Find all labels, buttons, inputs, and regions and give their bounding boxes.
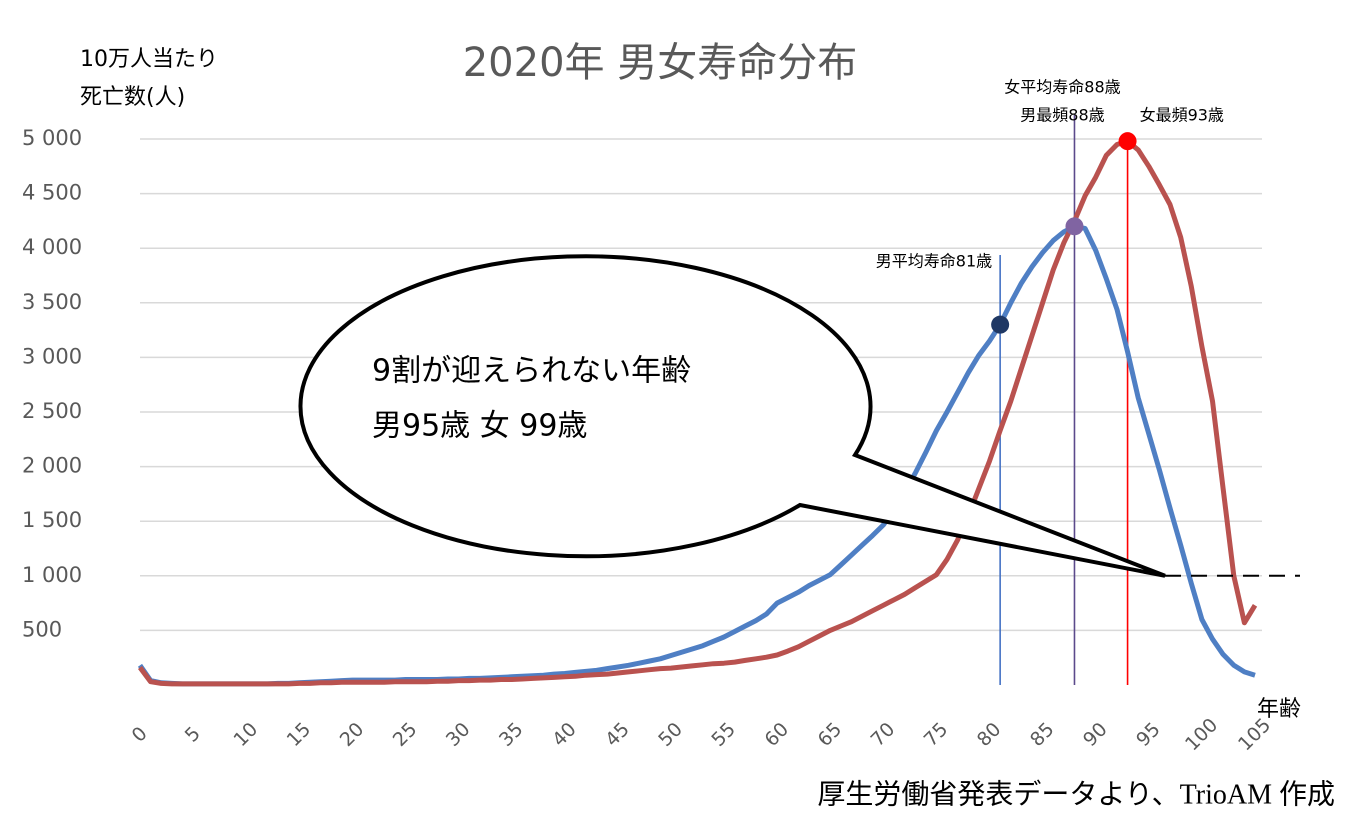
marker-label: 女最頻93歳	[1140, 106, 1224, 125]
x-tick-label: 25	[389, 718, 422, 751]
marker-point	[1065, 217, 1084, 236]
chart-title: 2020年 男女寿命分布	[463, 40, 858, 86]
y-tick-label: 4 000	[22, 235, 82, 259]
x-tick-label: 95	[1132, 718, 1165, 751]
x-tick-label: 65	[814, 718, 847, 751]
x-tick-label: 15	[283, 718, 316, 751]
y-axis-label: 死亡数(人)	[80, 85, 185, 110]
x-tick-label: 60	[760, 718, 793, 751]
callout-bubble	[298, 254, 1166, 578]
x-tick-label: 50	[654, 718, 687, 751]
x-axis-label: 年齢	[1257, 697, 1301, 722]
y-tick-label: 500	[22, 617, 62, 641]
y-tick-label: 2 000	[22, 454, 82, 478]
marker-point	[991, 315, 1010, 334]
source-note: 厚生労働省発表データより、TrioAM 作成	[817, 778, 1335, 810]
x-tick-label: 20	[336, 718, 369, 751]
y-tick-label: 3 000	[22, 344, 82, 368]
x-tick-label: 55	[707, 718, 740, 751]
marker-label: 男最頻88歳	[1020, 106, 1104, 125]
y-axis-label: 10万人当たり	[80, 47, 218, 72]
y-tick-label: 1 500	[22, 508, 82, 532]
x-tick-label: 70	[867, 718, 900, 751]
x-tick-label: 5	[181, 723, 205, 747]
x-tick-label: 80	[973, 718, 1006, 751]
callout-text: 男95歳 女 99歳	[372, 409, 587, 444]
marker-point	[1118, 132, 1137, 151]
x-tick-label: 75	[920, 718, 953, 751]
x-tick-label: 30	[442, 718, 475, 751]
y-tick-label: 1 000	[22, 563, 82, 587]
x-tick-label: 35	[495, 718, 528, 751]
y-tick-label: 2 500	[22, 399, 82, 423]
x-tick-label: 10	[230, 718, 263, 751]
y-tick-label: 3 500	[22, 290, 82, 314]
x-tick-label: 40	[548, 718, 581, 751]
x-tick-label: 85	[1026, 718, 1059, 751]
y-tick-label: 4 500	[22, 181, 82, 205]
x-tick-label: 90	[1079, 718, 1112, 751]
x-tick-label: 0	[128, 723, 152, 747]
marker-label: 男平均寿命81歳	[876, 252, 992, 271]
x-tick-label: 45	[601, 718, 634, 751]
x-tick-label: 100	[1181, 714, 1222, 755]
y-tick-label: 5 000	[22, 126, 82, 150]
callout-text: 9割が迎えられない年齢	[372, 354, 691, 389]
marker-label: 女平均寿命88歳	[1004, 78, 1120, 97]
